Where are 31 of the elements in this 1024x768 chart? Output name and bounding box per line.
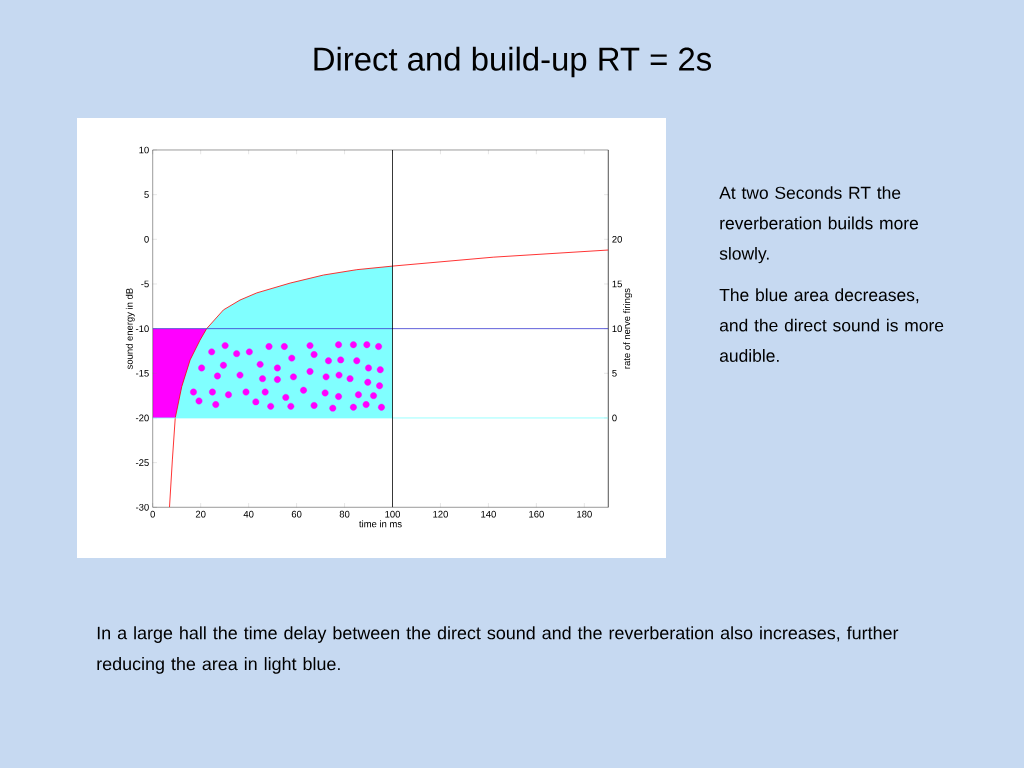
y-tick-label: -20 [135,414,149,422]
y2-tick-label: 20 [612,235,622,243]
x-tick-label: 80 [339,510,350,518]
y-tick-label: -30 [135,503,149,511]
y-tick-label: 0 [144,235,149,243]
x-tick-label: 0 [150,510,155,518]
y-tick-label: -10 [135,325,149,332]
x-tick-label: 20 [195,510,206,518]
text: At two Seconds RT the reverberation builds more slowly. [719,186,918,264]
x-tick-label: 60 [291,510,302,518]
x-tick-label: 120 [433,510,448,518]
y2-tick-label: 5 [612,369,617,377]
y-tick-label: -15 [135,369,149,377]
y-tick-label: -5 [141,280,149,288]
y-tick-label: -25 [135,459,149,466]
x-tick-label: 100 [385,510,401,518]
y-tick-label: 5 [144,191,149,198]
y2-tick-label: 0 [612,414,617,422]
x-tick-label: 180 [577,510,592,518]
x-tick-label: 140 [481,510,496,518]
text: The blue area decreases, and the direct sound is more audible. [719,288,944,362]
y2-tick-label: 15 [612,280,622,288]
chart-title: Direct and build-up RT = 2s [314,46,711,78]
text: In a large hall the time delay between the direct sound and the reverberation also increases, further reducing the area in light blue. [97,626,899,674]
y2-axis-title: rate of nerve firings [623,288,633,369]
y2-tick-label: 10 [612,325,622,332]
y-axis-title: sound energy in dB [125,288,135,370]
y-tick-label: 10 [139,146,149,154]
x-tick-label: 40 [243,510,254,518]
x-tick-label: 160 [529,510,544,518]
x-axis-title: time in ms [359,520,402,528]
